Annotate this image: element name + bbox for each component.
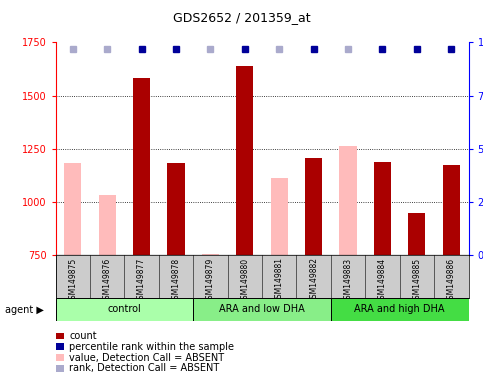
- Text: GSM149886: GSM149886: [447, 257, 456, 304]
- Bar: [168, 163, 185, 255]
- Text: GSM149881: GSM149881: [275, 257, 284, 303]
- Bar: [56, 298, 193, 321]
- Bar: [133, 78, 150, 255]
- Text: GSM149878: GSM149878: [171, 257, 181, 304]
- Text: GSM149875: GSM149875: [68, 257, 77, 304]
- Bar: [270, 177, 288, 255]
- Bar: [340, 146, 356, 255]
- Text: GSM149883: GSM149883: [343, 257, 353, 304]
- Bar: [99, 195, 116, 255]
- Bar: [408, 213, 426, 255]
- Text: GSM149880: GSM149880: [241, 257, 249, 304]
- Text: GSM149876: GSM149876: [103, 257, 112, 304]
- Text: ARA and high DHA: ARA and high DHA: [355, 304, 445, 314]
- Bar: [193, 298, 331, 321]
- Bar: [202, 254, 219, 255]
- Text: ARA and low DHA: ARA and low DHA: [219, 304, 305, 314]
- Text: GSM149877: GSM149877: [137, 257, 146, 304]
- Bar: [443, 165, 460, 255]
- Text: GSM149885: GSM149885: [412, 257, 421, 304]
- Text: GSM149882: GSM149882: [309, 257, 318, 303]
- Text: percentile rank within the sample: percentile rank within the sample: [69, 342, 234, 352]
- Text: rank, Detection Call = ABSENT: rank, Detection Call = ABSENT: [69, 363, 219, 373]
- Text: agent ▶: agent ▶: [5, 305, 43, 315]
- Text: control: control: [108, 304, 141, 314]
- Bar: [236, 66, 254, 255]
- Bar: [305, 158, 322, 255]
- Text: GDS2652 / 201359_at: GDS2652 / 201359_at: [173, 12, 310, 25]
- Bar: [331, 298, 469, 321]
- Bar: [374, 162, 391, 255]
- Text: GSM149879: GSM149879: [206, 257, 215, 304]
- Bar: [64, 163, 81, 255]
- Text: value, Detection Call = ABSENT: value, Detection Call = ABSENT: [69, 353, 224, 362]
- Text: GSM149884: GSM149884: [378, 257, 387, 304]
- Text: count: count: [69, 331, 97, 341]
